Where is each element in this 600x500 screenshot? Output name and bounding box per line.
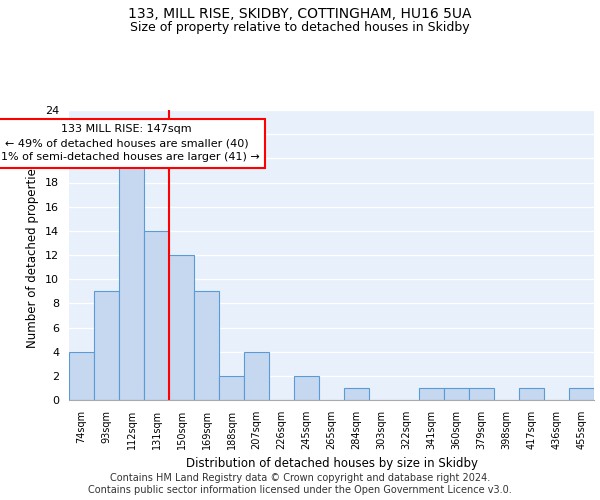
Bar — [69, 352, 94, 400]
Bar — [169, 255, 194, 400]
Bar — [144, 231, 169, 400]
Bar — [344, 388, 369, 400]
Text: 133 MILL RISE: 147sqm
← 49% of detached houses are smaller (40)
51% of semi-deta: 133 MILL RISE: 147sqm ← 49% of detached … — [0, 124, 259, 162]
Text: Size of property relative to detached houses in Skidby: Size of property relative to detached ho… — [130, 22, 470, 35]
Bar — [219, 376, 244, 400]
Bar — [419, 388, 444, 400]
Bar — [569, 388, 594, 400]
Bar — [194, 291, 219, 400]
Bar — [94, 291, 119, 400]
X-axis label: Distribution of detached houses by size in Skidby: Distribution of detached houses by size … — [185, 458, 478, 470]
Text: 133, MILL RISE, SKIDBY, COTTINGHAM, HU16 5UA: 133, MILL RISE, SKIDBY, COTTINGHAM, HU16… — [128, 8, 472, 22]
Bar — [519, 388, 544, 400]
Bar — [119, 158, 144, 400]
Bar — [444, 388, 469, 400]
Bar — [294, 376, 319, 400]
Text: Contains HM Land Registry data © Crown copyright and database right 2024.
Contai: Contains HM Land Registry data © Crown c… — [88, 474, 512, 495]
Y-axis label: Number of detached properties: Number of detached properties — [26, 162, 40, 348]
Bar — [469, 388, 494, 400]
Bar — [244, 352, 269, 400]
